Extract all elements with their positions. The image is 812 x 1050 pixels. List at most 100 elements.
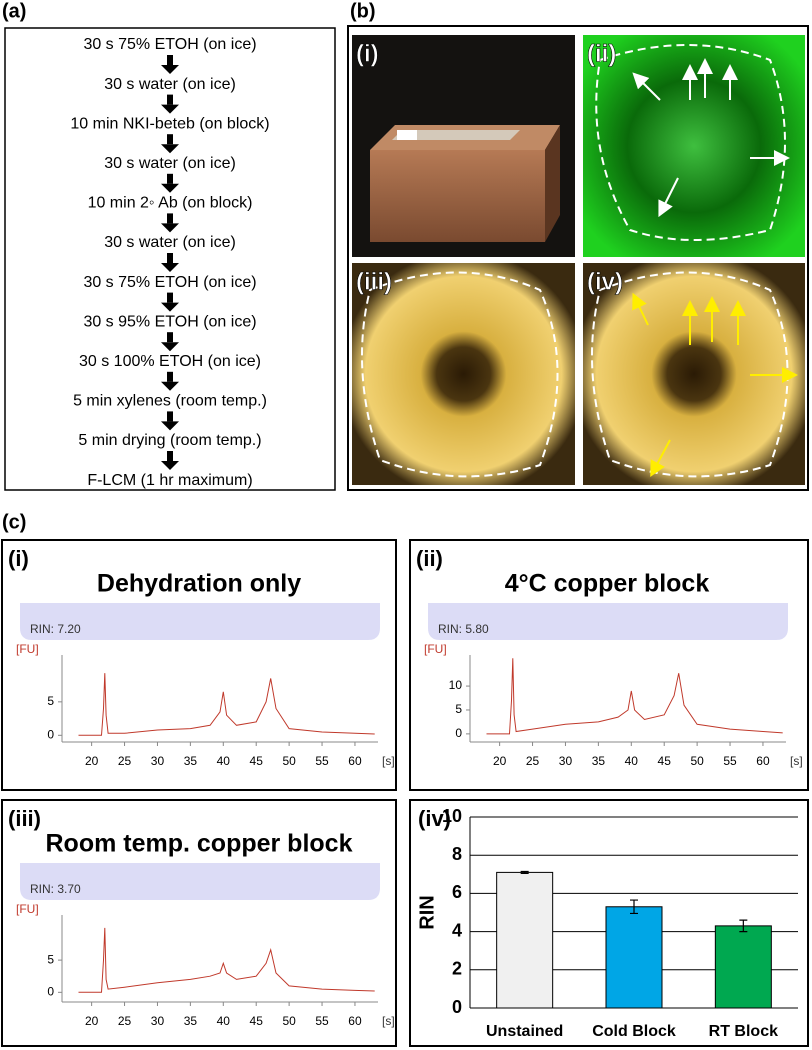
y-tick-label: 5 [47,952,54,966]
arrow-head [161,342,179,352]
panel-label: (iv) [418,806,451,831]
image-label: (iii) [356,268,392,295]
rin-banner [20,603,380,640]
step-text: 5 min drying (room temp.) [78,432,261,449]
image-box [347,25,809,491]
x-unit: [s] [790,754,803,768]
step-text: 10 min NKI-beteb (on block) [70,115,269,132]
trace-line [486,658,783,735]
x-tick-label: 60 [756,754,770,768]
trace-line [78,927,375,993]
arrow-shaft [167,55,173,65]
step-text: F-LCM (1 hr maximum) [87,472,252,489]
x-tick-label: 55 [723,754,737,768]
x-tick-label: 55 [315,1014,329,1028]
step-text: 30 s water (on ice) [104,155,236,172]
trace-line [78,673,375,736]
x-tick-label: 25 [118,1014,132,1028]
arrow-head [161,302,179,312]
image-i [352,35,575,257]
x-unit: [s] [382,754,395,768]
arrow-head [161,381,179,391]
arrow-shaft [167,134,173,145]
arrow-head [161,144,179,154]
y-tick-label: 2 [452,959,462,979]
trace-title: Room temp. copper block [46,830,353,858]
step-text: 5 min xylenes (room temp.) [73,393,267,410]
panel-label: (b) [350,0,376,22]
trace-box [1,799,397,1047]
error-bar [739,919,748,933]
x-tick-label: 50 [282,754,296,768]
trace-title: Dehydration only [97,570,301,598]
bar [605,906,663,1009]
x-tick-label: RT Block [709,1023,778,1040]
rin-text: RIN: 7.20 [30,622,81,636]
x-tick-label: 40 [217,754,231,768]
y-tick-label: 0 [452,997,462,1017]
arrow-head [161,104,179,114]
arrow-shaft [167,94,173,105]
arrow-shaft [167,371,173,382]
image-iii [352,263,575,485]
x-tick-label: 40 [217,1014,231,1028]
y-tick-label: 5 [455,702,462,716]
x-tick-label: 45 [250,754,264,768]
image-label: (iv) [587,268,623,295]
x-tick-label: 50 [690,754,704,768]
x-tick-label: 35 [592,754,606,768]
error-bar [630,899,638,915]
y-tick-label: 0 [455,726,462,740]
arrow-shaft [167,451,173,461]
rin-banner [20,863,380,900]
y-unit: [FU] [424,642,447,656]
image-iv [583,263,805,485]
x-tick-label: 60 [348,1014,362,1028]
x-tick-label: 50 [282,1014,296,1028]
image-label: (ii) [587,40,616,67]
rin-text: RIN: 3.70 [30,882,81,896]
x-tick-label: Unstained [486,1023,563,1040]
step-text: 30 s 75% ETOH (on ice) [83,274,256,291]
chart-box [409,799,809,1047]
trace-title: 4°C copper block [505,570,710,598]
x-tick-label: 20 [493,754,507,768]
arrow-shaft [167,173,173,184]
image-ii [583,35,805,257]
y-tick-label: 10 [442,806,462,826]
arrow-head [161,461,179,470]
x-tick-label: 25 [526,754,540,768]
error-bar [520,870,529,874]
arrow-shaft [167,411,173,422]
arrow-head [161,421,179,431]
arrow-shaft [167,292,173,303]
x-tick-label: 35 [184,754,198,768]
step-text: 30 s 100% ETOH (on ice) [79,353,261,370]
panel-label: (c) [2,511,26,533]
arrow-shaft [167,253,173,263]
x-tick-label: 45 [658,754,672,768]
step-text: 30 s 95% ETOH (on ice) [83,313,256,330]
y-tick-label: 0 [47,727,54,741]
rin-text: RIN: 5.80 [438,622,489,636]
x-tick-label: 20 [85,754,99,768]
y-unit: [FU] [16,642,39,656]
step-text: 30 s 75% ETOH (on ice) [83,36,256,53]
rin-banner [428,603,788,640]
y-tick-label: 6 [452,882,462,902]
panel-label: (iii) [8,806,41,831]
y-tick-label: 4 [452,920,462,940]
x-tick-label: 55 [315,754,329,768]
x-tick-label: 45 [250,1014,264,1028]
x-tick-label: 25 [118,754,132,768]
panel-label: (i) [8,546,29,571]
trace-box [409,539,809,791]
arrow-head [161,223,179,233]
x-tick-label: 30 [151,1014,165,1028]
panel-label: (ii) [416,546,443,571]
arrow-shaft [167,332,173,343]
x-tick-label: Cold Block [592,1023,676,1040]
y-tick-label: 10 [449,678,463,692]
x-tick-label: 40 [625,754,639,768]
